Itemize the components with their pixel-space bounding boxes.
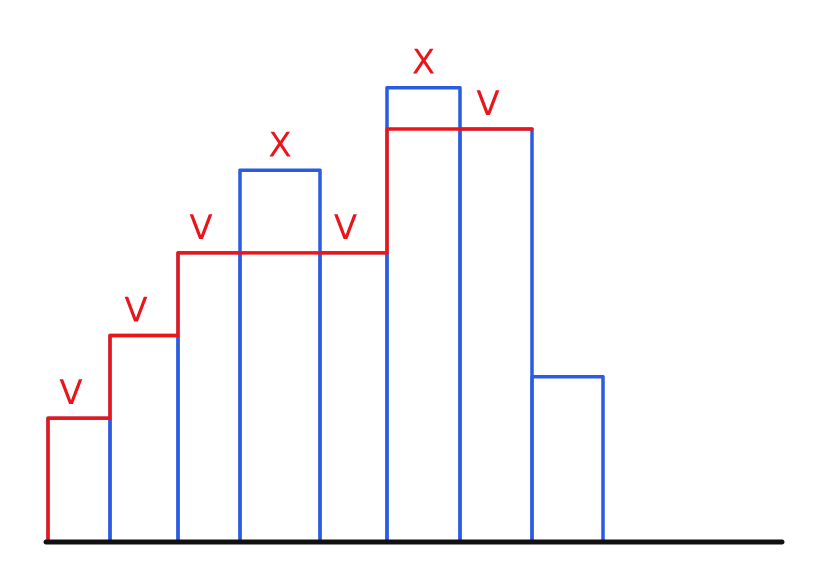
bar-mark-6: X xyxy=(412,43,435,83)
bar-4 xyxy=(238,168,322,544)
bar-7 xyxy=(458,127,534,544)
bar-mark-3: V xyxy=(189,208,212,248)
bar-mark-5: V xyxy=(334,208,357,248)
envelope-line xyxy=(46,127,534,544)
bar-mark-2: V xyxy=(124,291,147,331)
bar-mark-7: V xyxy=(476,84,499,124)
bar-2 xyxy=(108,333,180,544)
bar-mark-4: X xyxy=(268,125,291,165)
labels-layer: V V V X V X V xyxy=(59,43,499,413)
bar-8 xyxy=(530,375,605,544)
bar-6 xyxy=(385,85,462,544)
bar-5 xyxy=(318,251,389,544)
bar-1 xyxy=(46,416,112,544)
bar-3 xyxy=(176,251,242,544)
bar-mark-1: V xyxy=(59,373,82,413)
envelope-layer xyxy=(46,127,534,544)
